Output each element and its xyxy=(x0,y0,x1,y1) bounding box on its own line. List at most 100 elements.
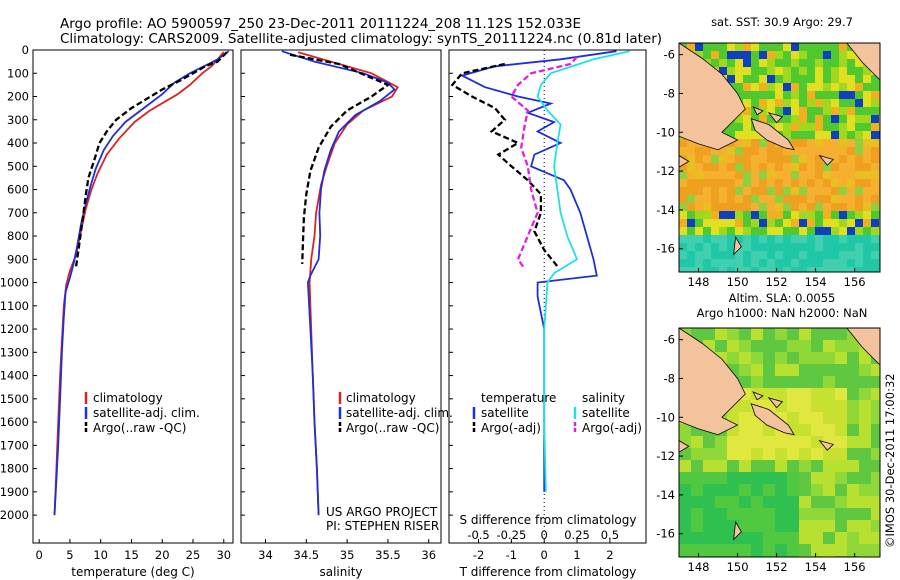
map-cell xyxy=(799,388,812,401)
map-cell xyxy=(739,448,752,461)
map-cell xyxy=(767,179,776,188)
map-cell xyxy=(863,163,872,172)
map-cell xyxy=(799,59,808,68)
map-cell xyxy=(799,340,812,353)
map-cell xyxy=(815,43,824,52)
map-cell xyxy=(847,364,860,377)
map-cell xyxy=(799,179,808,188)
map-cell xyxy=(847,544,860,557)
map-cell xyxy=(799,508,812,521)
legend-label-satellite-adj: satellite-adj. clim. xyxy=(93,406,200,420)
legend-heading-salinity: salinity xyxy=(582,391,625,405)
map-cell xyxy=(855,163,864,172)
map-cell xyxy=(871,139,880,148)
map-cell xyxy=(871,484,880,497)
map-cell xyxy=(751,203,760,212)
map-cell xyxy=(739,460,752,473)
map-cell xyxy=(823,259,832,268)
map-cell xyxy=(695,155,704,164)
map-cell xyxy=(775,496,788,509)
map-cell xyxy=(871,460,880,473)
map-cell xyxy=(711,179,720,188)
map-cell xyxy=(743,267,752,272)
map-cell xyxy=(835,496,848,509)
map-cell xyxy=(735,123,744,132)
map-cell xyxy=(823,219,832,228)
map-cell xyxy=(871,364,880,377)
map-cell xyxy=(811,436,824,449)
map-cell xyxy=(835,508,848,521)
map-cell xyxy=(743,251,752,260)
map-cell xyxy=(831,107,840,116)
y-tick-label: 100 xyxy=(7,66,29,80)
map-cell xyxy=(751,556,764,557)
sla-map-frame xyxy=(678,327,881,558)
y-tick-label: 900 xyxy=(7,252,29,266)
map-cell xyxy=(763,532,776,545)
series-argo-raw-qc xyxy=(74,51,228,267)
map-cell xyxy=(679,139,688,148)
map-cell xyxy=(823,448,836,461)
map-cell xyxy=(807,43,816,52)
map-cell xyxy=(831,131,840,140)
legend-label-temp-satellite: satellite xyxy=(481,406,529,420)
map-cell xyxy=(767,187,776,196)
land-mass xyxy=(846,328,880,366)
map-cell xyxy=(799,163,808,172)
map-cell xyxy=(815,267,824,272)
map-cell xyxy=(835,460,848,473)
map-cell xyxy=(775,472,788,485)
map-cell xyxy=(727,436,740,449)
map-cell xyxy=(783,203,792,212)
x-tick-label: 1 xyxy=(573,548,580,562)
map-x-tick-label: 154 xyxy=(805,275,827,289)
map-cell xyxy=(815,243,824,252)
map-cell xyxy=(703,163,712,172)
map-cell xyxy=(727,267,736,272)
map-cell xyxy=(727,219,736,228)
map-cell xyxy=(811,448,824,461)
map-cell xyxy=(783,227,792,236)
map-cell xyxy=(783,131,792,140)
map-cell xyxy=(871,179,880,188)
map-cell xyxy=(787,352,800,365)
map-cell xyxy=(703,460,716,473)
series-temperature-satellite xyxy=(459,50,617,492)
map-cell xyxy=(767,115,776,124)
map-cell xyxy=(799,195,808,204)
map-cell xyxy=(831,123,840,132)
map-cell xyxy=(799,123,808,132)
x-tick-label: 0 xyxy=(35,548,42,562)
map-cell xyxy=(763,364,776,377)
map-cell xyxy=(807,107,816,116)
map-cell xyxy=(871,107,880,116)
map-cell xyxy=(799,155,808,164)
map-cell xyxy=(719,187,728,196)
map-cell xyxy=(807,123,816,132)
map-cell xyxy=(703,436,716,449)
map-cell xyxy=(767,59,776,68)
map-cell xyxy=(863,67,872,76)
map-cell xyxy=(703,211,712,220)
map-cell xyxy=(783,99,792,108)
map-cell xyxy=(807,99,816,108)
map-cell xyxy=(823,139,832,148)
map-cell xyxy=(847,147,856,156)
map-cell xyxy=(847,107,856,116)
map-x-tick-label: 152 xyxy=(766,560,788,574)
map-cell xyxy=(751,243,760,252)
y-tick-label: 700 xyxy=(7,206,29,220)
map-cell xyxy=(775,376,788,389)
map-cell xyxy=(871,424,880,437)
map-cell xyxy=(763,496,776,509)
map-cell xyxy=(743,115,752,124)
map-cell xyxy=(807,187,816,196)
series-temperature-argo-adj xyxy=(450,62,559,268)
map-cell xyxy=(703,472,716,485)
map-cell xyxy=(775,155,784,164)
map-cell xyxy=(855,259,864,268)
map-cell xyxy=(791,131,800,140)
map-cell xyxy=(783,219,792,228)
map-cell xyxy=(871,131,880,140)
